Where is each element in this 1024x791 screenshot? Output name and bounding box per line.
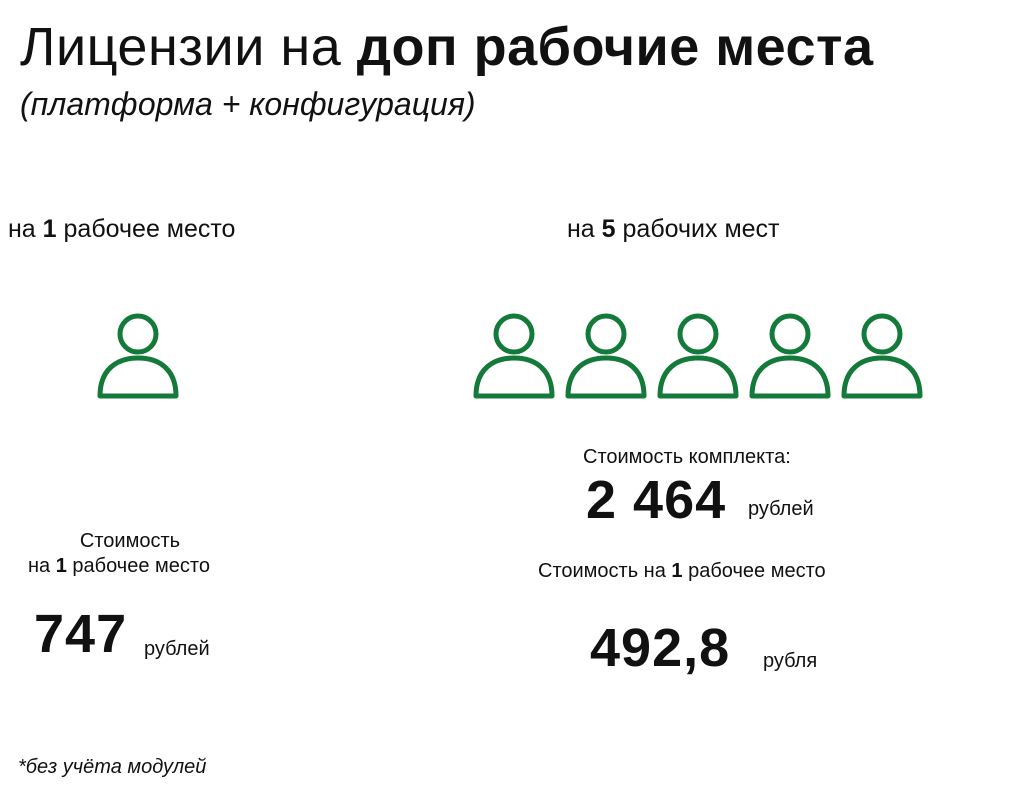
set-price: 2 464 <box>586 470 727 530</box>
page-subtitle: (платформа + конфигурация) <box>20 86 476 122</box>
page-title: Лицензии на доп рабочие места <box>20 12 874 82</box>
left-price: 747 <box>34 604 128 664</box>
left-heading-pre: на <box>8 215 36 243</box>
person-outline-icon <box>564 308 648 400</box>
person-outline-icon <box>748 308 832 400</box>
left-price-unit: рублей <box>144 638 210 660</box>
set-price-unit: рублей <box>748 498 814 520</box>
left-cost-label-line1: Стоимость <box>79 530 181 552</box>
right-heading: на 5 рабочих мест <box>567 214 780 244</box>
per-place-pre: Стоимость на <box>538 560 666 582</box>
title-bold: доп рабочие места <box>356 17 874 77</box>
per-place-label: Стоимость на 1 рабочее место <box>538 558 826 584</box>
per-place-price-unit: рубля <box>763 650 818 672</box>
left-heading-post: рабочее место <box>63 215 236 243</box>
per-place-post: рабочее место <box>688 560 826 582</box>
right-heading-num: 5 <box>601 215 616 243</box>
right-heading-pre: на <box>567 215 595 243</box>
left-cost-label-line2: на 1 рабочее место <box>28 553 210 579</box>
left-heading-num: 1 <box>42 215 57 243</box>
left-heading: на 1 рабочее место <box>8 214 235 244</box>
left-cost-post: рабочее место <box>72 555 210 577</box>
person-outline-icon <box>840 308 924 400</box>
person-outline-icon <box>472 308 556 400</box>
per-place-price: 492,8 <box>590 618 731 678</box>
person-outline-icon <box>96 308 180 400</box>
title-light: Лицензии на <box>20 17 342 77</box>
set-cost-label: Стоимость комплекта: <box>583 446 791 468</box>
person-outline-icon <box>656 308 740 400</box>
right-heading-post: рабочих мест <box>622 215 780 243</box>
left-cost-num: 1 <box>55 555 67 577</box>
per-place-num: 1 <box>671 560 683 582</box>
left-cost-pre: на <box>28 555 51 577</box>
footnote: *без учёта модулей <box>18 756 207 778</box>
